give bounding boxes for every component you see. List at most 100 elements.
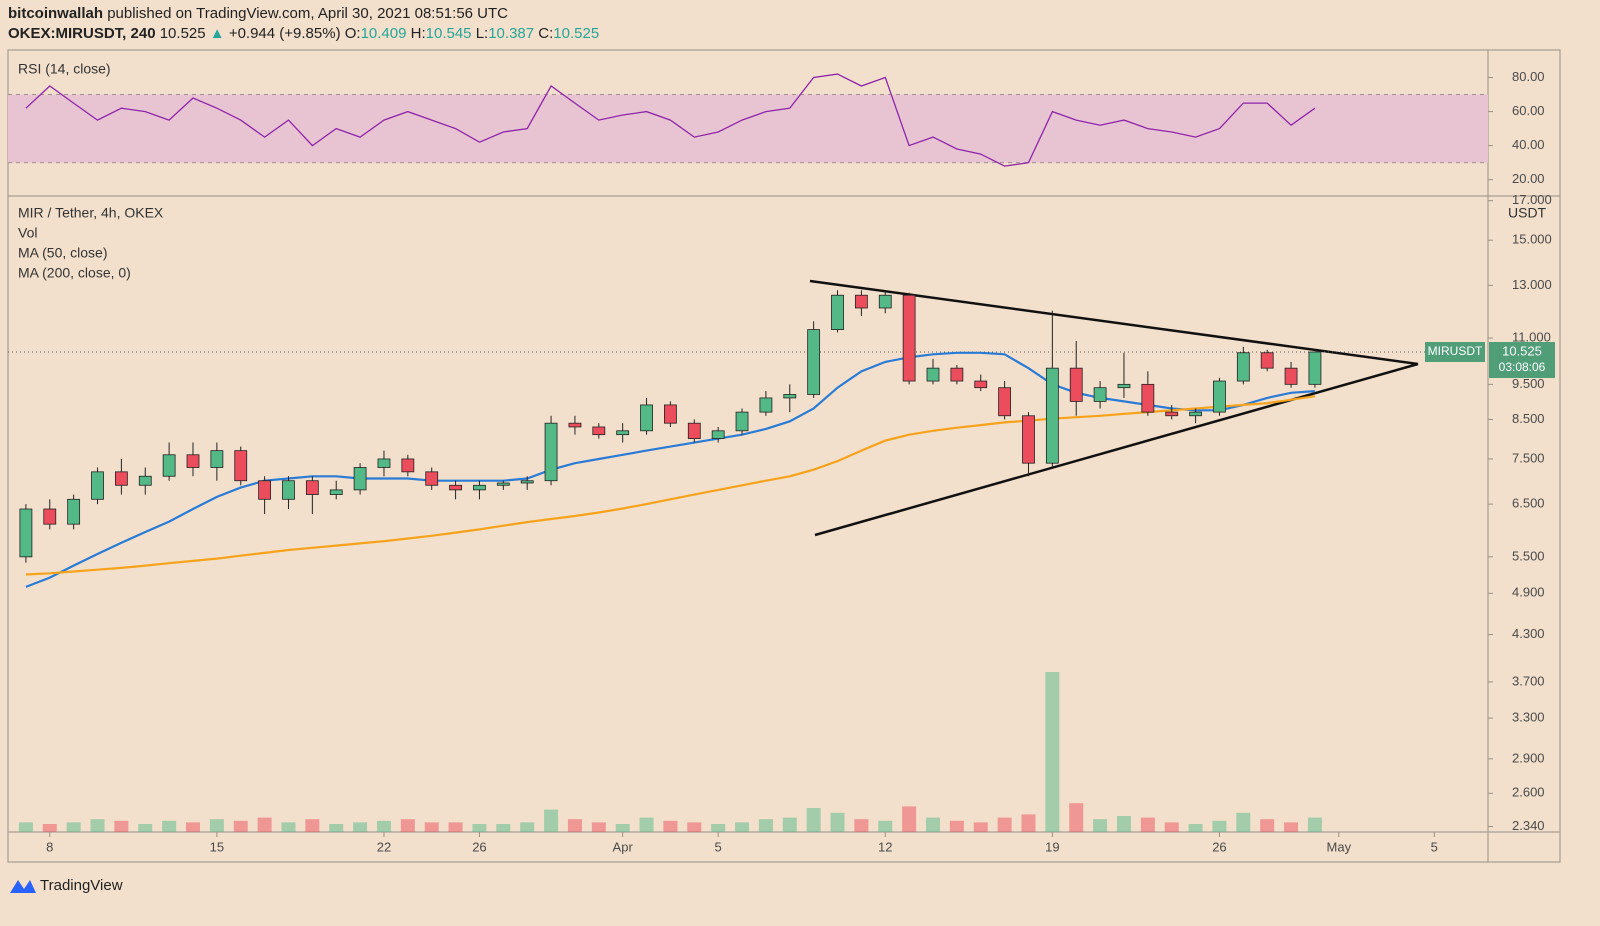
- volume-bar: [1140, 817, 1155, 832]
- candle-body: [998, 387, 1012, 417]
- volume-bar: [711, 824, 726, 832]
- footer: TradingView: [10, 877, 123, 894]
- symbol: OKEX:MIRUSDT, 240: [8, 25, 156, 42]
- y-tick-label: 11.000: [1512, 330, 1551, 345]
- y-tick-label: 4.300: [1512, 626, 1545, 641]
- volume-bar: [854, 819, 869, 832]
- rsi-band: [8, 94, 1488, 163]
- candle-body: [1045, 367, 1059, 464]
- candle-body: [43, 508, 57, 525]
- l-label: L:: [476, 25, 489, 42]
- rsi-legend: RSI (14, close): [18, 61, 111, 77]
- volume-bar: [18, 822, 33, 832]
- price-tag-value: 10.525: [1502, 343, 1542, 358]
- candle-body: [759, 397, 773, 413]
- volume-bar: [329, 824, 344, 832]
- volume-bar: [1116, 816, 1131, 832]
- change: +0.944 (+9.85%): [229, 25, 341, 42]
- y-tick-label: 8.500: [1512, 411, 1545, 426]
- volume-bar: [591, 822, 606, 832]
- volume-bar: [758, 819, 773, 832]
- y-tick-label: 7.500: [1512, 450, 1545, 465]
- volume-bar: [1260, 819, 1275, 832]
- legend-entry: Vol: [18, 225, 37, 241]
- volume-bar: [902, 806, 917, 832]
- candle-body: [1236, 352, 1250, 382]
- volume-bar: [400, 819, 415, 832]
- volume-bar: [973, 822, 988, 832]
- candle-body: [878, 294, 892, 309]
- candle-body: [640, 404, 653, 432]
- candle-body: [425, 471, 439, 486]
- volume-bar: [1284, 822, 1299, 832]
- y-tick-label: 40.00: [1512, 137, 1545, 152]
- candle-body: [616, 430, 630, 436]
- volume-bar: [353, 822, 368, 832]
- candle-body: [91, 471, 104, 500]
- price: 10.525: [160, 25, 206, 42]
- y-tick-label: 4.900: [1512, 585, 1545, 600]
- candle-body: [186, 454, 200, 468]
- volume-bar: [1236, 812, 1251, 832]
- l: 10.387: [488, 25, 534, 42]
- candle-body: [401, 458, 415, 473]
- candle-body: [807, 329, 821, 395]
- candle-body: [329, 489, 343, 495]
- symbol-line: OKEX:MIRUSDT, 240 10.525 ▲ +0.944 (+9.85…: [8, 25, 599, 42]
- y-tick-label: 80.00: [1512, 69, 1545, 84]
- brand: TradingView: [40, 877, 123, 894]
- candle-body: [1308, 351, 1322, 385]
- candle-body: [377, 458, 391, 468]
- volume-bar: [305, 819, 320, 832]
- labels-layer: 20.00 40.00 60.00 80.00 17.000 15.000 13.000 11…: [18, 69, 1555, 854]
- publisher: bitcoinwallah: [8, 5, 103, 22]
- volume-bar: [186, 822, 200, 832]
- candle-body: [568, 422, 582, 428]
- y-tick-label: 17.000: [1512, 192, 1552, 207]
- y-tick-label: 13.000: [1512, 277, 1552, 292]
- c-label: C:: [538, 25, 553, 42]
- price-tag-countdown: 03:08:06: [1499, 360, 1546, 374]
- candle-body: [1189, 411, 1202, 417]
- y-tick-label: 6.500: [1512, 496, 1545, 511]
- candle-body: [234, 450, 248, 482]
- candle-body: [1213, 380, 1226, 413]
- candle-body: [305, 480, 319, 495]
- x-tick-label: May: [1327, 839, 1352, 854]
- volume-bar: [376, 820, 391, 832]
- volume-bar: [782, 817, 797, 832]
- candle-body: [353, 467, 367, 491]
- volume-bar: [448, 822, 463, 832]
- volume-bar: [1212, 820, 1227, 832]
- volume-bar: [424, 822, 439, 832]
- volume-bar: [281, 822, 296, 832]
- volume-bar: [567, 819, 582, 832]
- frame-border: [7, 49, 1561, 863]
- y-tick-label: 20.00: [1512, 171, 1545, 186]
- price-legend: MIR / Tether, 4h, OKEX: [18, 205, 164, 221]
- candle-body: [138, 475, 152, 486]
- x-tick-label: 5: [1431, 839, 1438, 854]
- volume-bar: [639, 817, 654, 832]
- legend-entry: MA (50, close): [18, 245, 107, 261]
- candle-body: [1284, 367, 1298, 385]
- marks-layer: [19, 73, 1322, 588]
- candle-body: [1093, 387, 1107, 402]
- published: published on TradingView.com, April 30, …: [107, 5, 508, 22]
- o: 10.409: [361, 25, 407, 42]
- rsi-line: [25, 73, 1316, 167]
- candle-body: [711, 430, 725, 439]
- candle-body: [1141, 383, 1155, 413]
- x-tick-label: 12: [878, 839, 892, 854]
- volume-bar: [949, 820, 964, 832]
- candle-body: [1117, 383, 1131, 389]
- h-label: H:: [411, 25, 426, 42]
- candle-body: [544, 422, 558, 482]
- candle-body: [114, 471, 128, 486]
- candle-body: [831, 294, 844, 330]
- volume-bar: [42, 824, 57, 832]
- volume-bar: [1307, 817, 1322, 832]
- candle-body: [735, 411, 749, 432]
- candle-body: [210, 450, 224, 468]
